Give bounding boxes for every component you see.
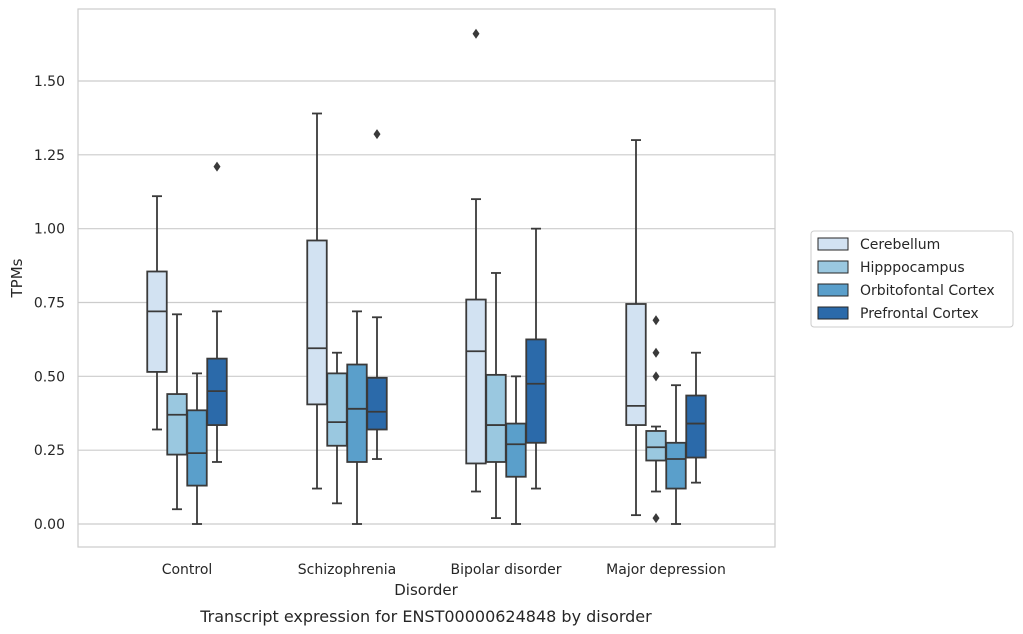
- box-orbitofontal-cortex: [346, 310, 368, 525]
- y-tick-label: 0.75: [34, 296, 65, 312]
- chart-caption: Transcript expression for ENST0000062484…: [199, 607, 652, 626]
- y-tick-label: 0.50: [34, 369, 65, 385]
- outlier-point: [652, 371, 660, 382]
- iqr-box: [366, 376, 388, 431]
- box-hipppocampus: [166, 313, 188, 511]
- legend-label: Prefrontal Cortex: [860, 306, 979, 322]
- y-tick-label: 0.25: [34, 443, 65, 459]
- box-hipppocampus: [485, 272, 507, 519]
- iqr-box: [685, 394, 707, 459]
- iqr-box: [146, 270, 168, 373]
- x-tick-labels: Control Schizophrenia Bipolar disorder Majo…: [162, 562, 726, 578]
- iqr-box: [326, 372, 348, 447]
- iqr-box: [505, 422, 527, 478]
- y-tick-label: 1.25: [34, 148, 65, 164]
- box-orbitofontal-cortex: [665, 384, 687, 525]
- x-axis-label: Disorder: [394, 581, 458, 599]
- box-prefrontal-cortex: [525, 227, 547, 490]
- iqr-box: [665, 441, 687, 490]
- outlier-point: [652, 347, 660, 358]
- y-tick-labels: 0.00 0.25 0.50 0.75 1.00 1.25 1.50: [34, 74, 65, 533]
- iqr-box: [346, 363, 368, 463]
- iqr-box: [166, 393, 188, 456]
- box-orbitofontal-cortex: [186, 372, 208, 525]
- box-prefrontal-cortex: [685, 351, 707, 484]
- x-tick-label: Schizophrenia: [298, 562, 396, 578]
- box-prefrontal-cortex: [206, 161, 228, 463]
- box-cerebellum: [146, 195, 168, 431]
- outlier-point: [373, 129, 381, 140]
- x-tick-label: Control: [162, 562, 213, 578]
- box-orbitofontal-cortex: [505, 375, 527, 525]
- plot-area-frame: [77, 8, 776, 548]
- y-tick-label: 1.00: [34, 222, 65, 238]
- legend-swatch: [817, 283, 849, 297]
- box-cerebellum: [625, 139, 647, 517]
- iqr-box: [306, 239, 328, 406]
- y-axis-label: TPMs: [8, 258, 26, 298]
- box-hipppocampus: [326, 351, 348, 505]
- legend-frame: [810, 230, 1014, 328]
- legend-swatch: [817, 306, 849, 320]
- legend: Cerebellum Hipppocampus Orbitofontal Corte…: [810, 230, 1014, 328]
- iqr-box: [186, 409, 208, 487]
- y-tick-label: 0.00: [34, 517, 65, 533]
- legend-label: Hipppocampus: [860, 260, 965, 276]
- outlier-point: [213, 161, 221, 172]
- box-cerebellum: [465, 28, 487, 493]
- outlier-point: [472, 28, 480, 39]
- box-series-layer: [146, 28, 707, 525]
- x-tick-label: Major depression: [606, 562, 726, 578]
- box-hipppocampus: [645, 315, 667, 524]
- y-tick-label: 1.50: [34, 74, 65, 90]
- outlier-point: [652, 315, 660, 326]
- iqr-box: [625, 303, 647, 426]
- legend-swatch: [817, 237, 849, 251]
- iqr-box: [465, 298, 487, 465]
- box-cerebellum: [306, 112, 328, 490]
- legend-swatch: [817, 260, 849, 274]
- outlier-point: [652, 513, 660, 524]
- iqr-box: [525, 338, 547, 444]
- iqr-box: [645, 430, 667, 462]
- legend-label: Orbitofontal Cortex: [860, 283, 995, 299]
- iqr-box: [485, 373, 507, 463]
- x-tick-label: Bipolar disorder: [450, 562, 561, 578]
- legend-label: Cerebellum: [860, 237, 940, 253]
- box-prefrontal-cortex: [366, 129, 388, 460]
